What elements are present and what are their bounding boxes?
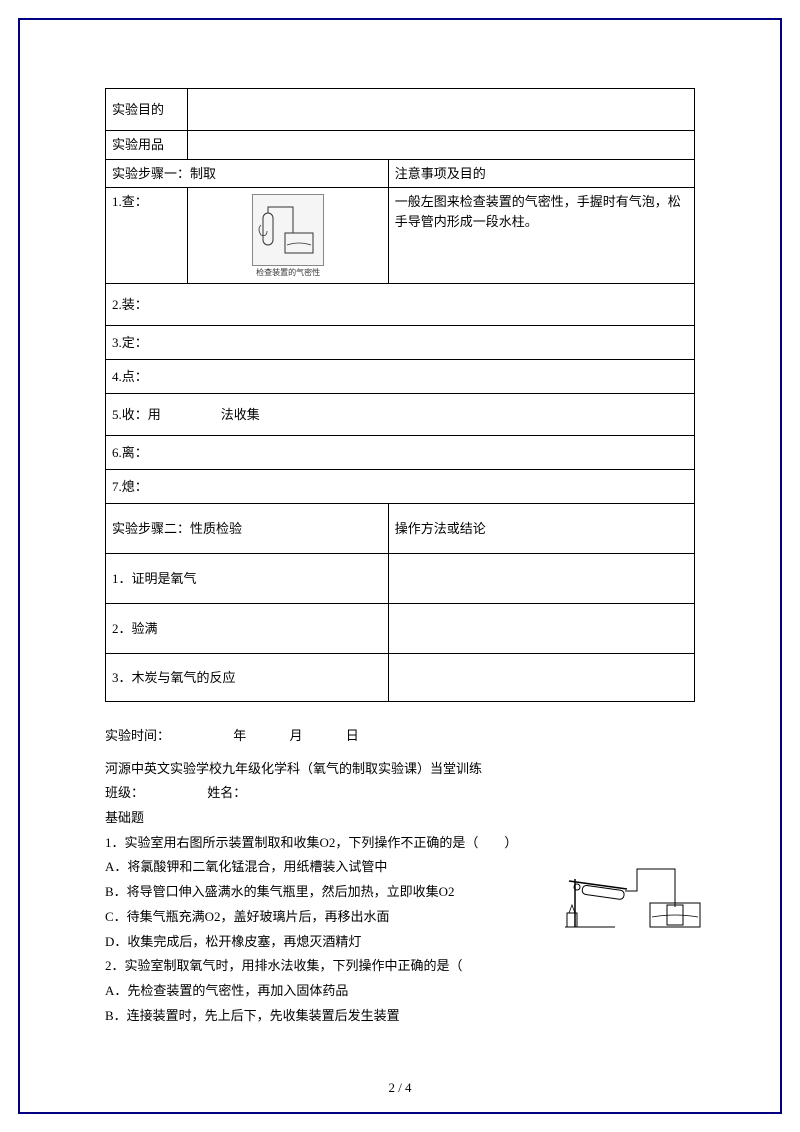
cell-diagram: 检查装置的气密性 xyxy=(188,188,388,284)
cell-ignite: 4.点： xyxy=(106,360,695,394)
q2-option-a: A．先检查装置的气密性，再加入固体药品 xyxy=(105,979,695,1004)
cell-purpose-value xyxy=(188,89,695,131)
cell-check-label: 1.查： xyxy=(106,188,188,284)
diagram-caption: 检查装置的气密性 xyxy=(194,266,381,279)
table-row: 3.定： xyxy=(106,326,695,360)
table-row: 6.离： xyxy=(106,436,695,470)
table-row: 5.收：用 法收集 xyxy=(106,394,695,436)
table-row: 1.查： 检查装置的气密性 一般左图来检查装置的气密性，手握时有气泡，松手导管内… xyxy=(106,188,695,284)
cell-collect: 5.收：用 法收集 xyxy=(106,394,695,436)
table-row: 实验用品 xyxy=(106,131,695,160)
table-row: 1．证明是氧气 xyxy=(106,554,695,604)
table-row: 实验目的 xyxy=(106,89,695,131)
cell-charcoal: 3．木炭与氧气的反应 xyxy=(106,654,389,702)
cell-method-header: 操作方法或结论 xyxy=(388,504,694,554)
page-content: 实验目的 实验用品 实验步骤一：制取 注意事项及目的 1.查： xyxy=(105,88,695,1028)
table-row: 4.点： xyxy=(106,360,695,394)
collect-prefix: 5.收：用 xyxy=(112,407,161,422)
page-footer: 2 / 4 xyxy=(0,1080,800,1096)
apparatus-diagram xyxy=(555,859,705,939)
cell-extinguish: 7.熄： xyxy=(106,470,695,504)
cell-supplies-value xyxy=(188,131,695,160)
experiment-time: 实验时间： 年 月 日 xyxy=(105,724,695,749)
time-label: 实验时间： xyxy=(105,728,170,743)
cell-charcoal-value xyxy=(388,654,694,702)
q2-option-b: B．连接装置时，先上后下，先收集装置后发生装置 xyxy=(105,1004,695,1029)
cell-prove-o2-value xyxy=(388,554,694,604)
table-row: 实验步骤二：性质检验 操作方法或结论 xyxy=(106,504,695,554)
cell-full-value xyxy=(388,604,694,654)
class-label: 班级： xyxy=(105,785,144,800)
month-label: 月 xyxy=(290,728,303,743)
experiment-table: 实验目的 实验用品 实验步骤一：制取 注意事项及目的 1.查： xyxy=(105,88,695,702)
q2-stem: 2．实验室制取氧气时，用排水法收集，下列操作中正确的是（ xyxy=(105,954,695,979)
section-heading: 基础题 xyxy=(105,806,695,831)
table-row: 3．木炭与氧气的反应 xyxy=(106,654,695,702)
year-label: 年 xyxy=(233,728,246,743)
cell-notes-header: 注意事项及目的 xyxy=(388,159,694,188)
table-row: 实验步骤一：制取 注意事项及目的 xyxy=(106,159,695,188)
cell-check-notes: 一般左图来检查装置的气密性，手握时有气泡，松手导管内形成一段水柱。 xyxy=(388,188,694,284)
cell-step1-header: 实验步骤一：制取 xyxy=(106,159,389,188)
student-info: 班级： 姓名： xyxy=(105,781,695,806)
q1-stem: 1．实验室用右图所示装置制取和收集O2，下列操作不正确的是（ ） xyxy=(105,831,695,856)
cell-full: 2．验满 xyxy=(106,604,389,654)
cell-load: 2.装： xyxy=(106,284,695,326)
cell-prove-o2: 1．证明是氧气 xyxy=(106,554,389,604)
cell-purpose-label: 实验目的 xyxy=(106,89,188,131)
day-label: 日 xyxy=(346,728,359,743)
text-section: 实验时间： 年 月 日 河源中英文实验学校九年级化学科（氧气的制取实验课）当堂训… xyxy=(105,724,695,1028)
table-row: 2．验满 xyxy=(106,604,695,654)
table-row: 7.熄： xyxy=(106,470,695,504)
question-block: 1．实验室用右图所示装置制取和收集O2，下列操作不正确的是（ ） A．将氯酸钾和… xyxy=(105,831,695,1029)
cell-remove: 6.离： xyxy=(106,436,695,470)
cell-fix: 3.定： xyxy=(106,326,695,360)
cell-supplies-label: 实验用品 xyxy=(106,131,188,160)
collect-suffix: 法收集 xyxy=(221,407,260,422)
worksheet-title: 河源中英文实验学校九年级化学科（氧气的制取实验课）当堂训练 xyxy=(105,757,695,782)
name-label: 姓名： xyxy=(207,785,246,800)
table-row: 2.装： xyxy=(106,284,695,326)
airtight-diagram xyxy=(252,194,324,266)
cell-step2-header: 实验步骤二：性质检验 xyxy=(106,504,389,554)
